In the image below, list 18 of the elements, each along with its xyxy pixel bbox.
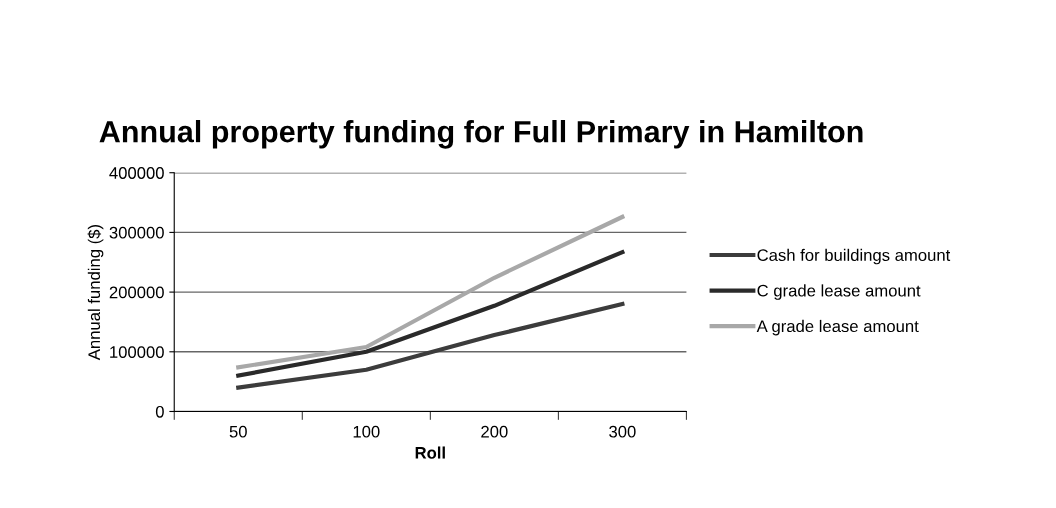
y-tick-label: 200000	[109, 286, 164, 299]
x-tick-label: 200	[481, 425, 508, 438]
y-tick-label: 300000	[109, 226, 164, 239]
legend-label: A grade lease amount	[756, 319, 919, 336]
x-tick-label: 100	[353, 425, 380, 438]
y-tick-label: 400000	[109, 167, 164, 179]
line-series	[236, 250, 625, 378]
y-axis-title: Annual funding ($)	[87, 225, 104, 361]
line-series	[236, 301, 625, 390]
legend-label: C grade lease amount	[757, 284, 921, 300]
x-tick-label: 50	[229, 425, 247, 438]
y-tick-label: 0	[155, 405, 164, 418]
y-tick-label: 100000	[110, 346, 164, 358]
legend-label: Cash for buildings amount	[757, 248, 951, 265]
x-tick-label: 300	[609, 425, 636, 438]
chart-title: Annual property funding for Full Primary in Hamilton	[99, 120, 863, 149]
line-series	[236, 214, 625, 370]
x-axis-title: Roll	[415, 446, 445, 459]
